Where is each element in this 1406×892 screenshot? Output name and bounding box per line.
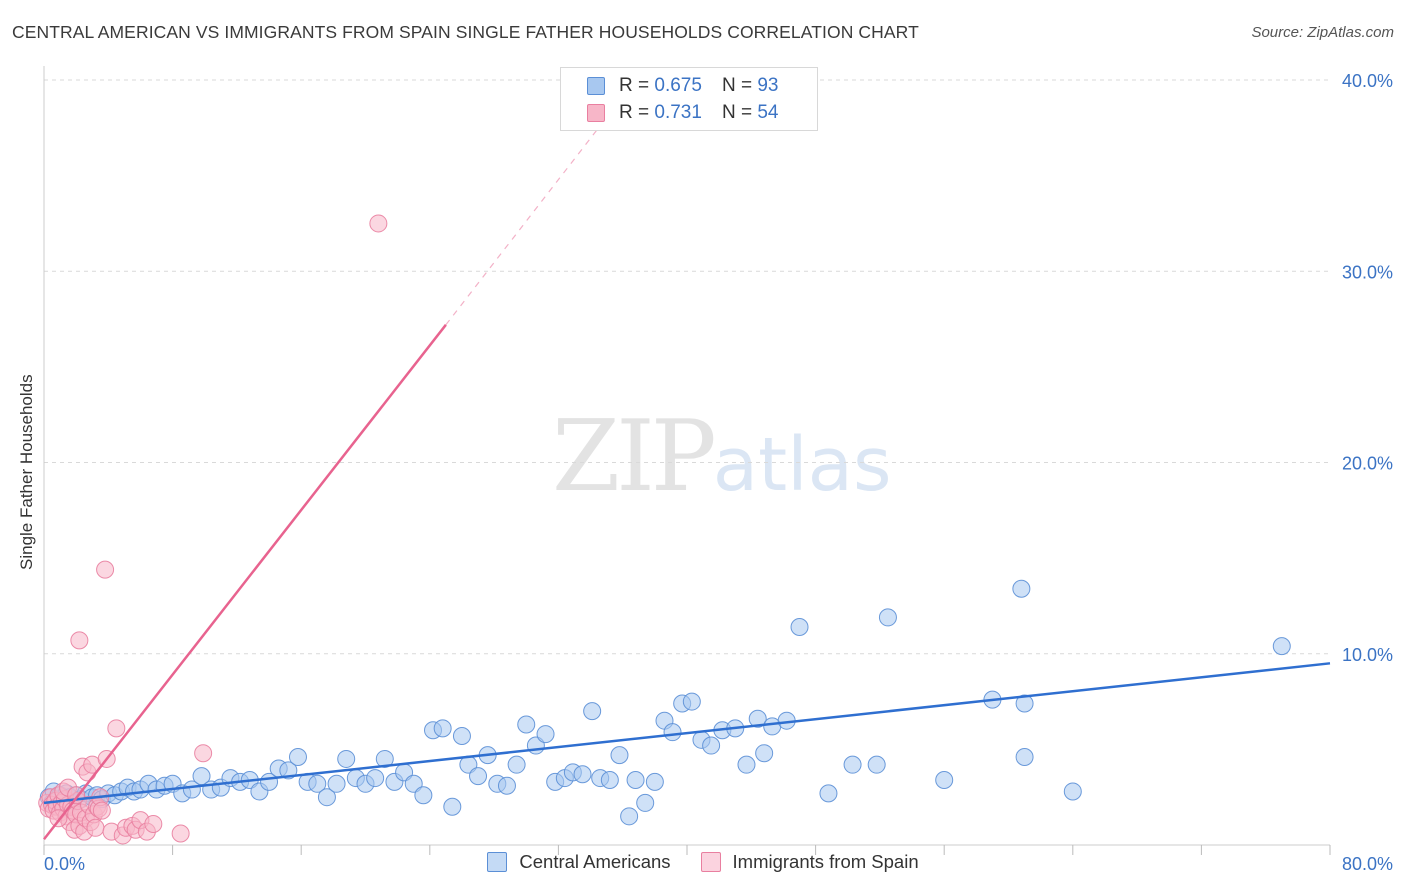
point-central-americans [497,776,516,795]
point-central-americans [452,726,471,745]
point-central-americans [878,608,897,627]
point-immigrants-from-spain [144,814,163,833]
point-immigrants-from-spain [70,631,89,650]
point-central-americans [317,788,336,807]
point-central-americans [748,709,767,728]
point-central-americans [404,774,423,793]
point-central-americans [536,725,555,744]
legend-n-value: 93 [757,75,779,96]
point-central-americans [308,774,327,793]
x-tick-label-min: 0.0% [44,854,85,874]
point-central-americans [843,755,862,774]
legend-n-label: N = [721,75,753,96]
point-central-americans [1015,748,1034,767]
trendline-central-americans [43,662,1331,805]
watermark: ZIPatlas [552,400,892,514]
point-central-americans [682,692,701,711]
y-tick-label: 20.0% [1342,454,1393,474]
y-axis-label: Single Father Households [17,374,36,570]
point-central-americans [1272,637,1291,656]
trendline-immigrants-from-spain [43,324,447,841]
point-central-americans [935,770,954,789]
y-tick-label: 30.0% [1342,262,1393,282]
point-central-americans [288,748,307,767]
point-central-americans [663,723,682,742]
point-central-americans [414,786,433,805]
y-tick-label: 40.0% [1342,71,1393,91]
series-legend-central-americans[interactable]: Central Americans [487,851,671,873]
series-swatch-pink [700,852,721,872]
trendline-extension-immigrants-from-spain [445,127,600,326]
point-central-americans [626,770,645,789]
series-legend: Central Americans Immigrants from Spain [0,851,1406,873]
legend-swatch-pink [587,104,605,122]
point-central-americans [366,769,385,788]
series-swatch-blue [487,852,508,872]
x-tick-label-max: 80.0% [1342,854,1393,874]
legend-r-label: R = [619,102,650,123]
point-immigrants-from-spain [171,824,190,843]
point-immigrants-from-spain [107,719,126,738]
point-immigrants-from-spain [369,214,388,233]
point-central-americans [375,749,394,768]
legend-r-value: 0.731 [654,102,702,123]
point-central-americans [620,807,639,826]
chart-title: CENTRAL AMERICAN VS IMMIGRANTS FROM SPAI… [12,22,919,42]
point-central-americans [636,793,655,812]
point-immigrants-from-spain [86,818,105,837]
point-central-americans [755,744,774,763]
legend-swatch-blue [587,77,605,95]
point-central-americans [469,767,488,786]
point-central-americans [573,765,592,784]
point-central-americans [645,772,664,791]
point-central-americans [279,761,298,780]
point-central-americans [702,736,721,755]
legend-row-central-americans: R = 0.675 N = 93 [587,73,778,99]
y-tick-label: 10.0% [1342,645,1393,665]
watermark-atlas: atlas [712,422,892,508]
point-central-americans [819,784,838,803]
legend-n-label: N = [721,102,753,123]
legend-row-immigrants-from-spain: R = 0.731 N = 54 [587,100,778,126]
legend-r-label: R = [619,75,650,96]
point-central-americans [337,749,356,768]
point-central-americans [600,770,619,789]
point-central-americans [1012,579,1031,598]
point-central-americans [790,617,809,636]
point-central-americans [610,746,629,765]
point-central-americans [867,755,886,774]
series-legend-immigrants-from-spain[interactable]: Immigrants from Spain [700,851,919,873]
point-central-americans [507,755,526,774]
point-central-americans [517,715,536,734]
point-central-americans [583,702,602,721]
point-immigrants-from-spain [92,801,111,820]
legend-r-value: 0.675 [654,75,702,96]
source-note: Source: ZipAtlas.com [1251,24,1394,41]
point-central-americans [1015,694,1034,713]
series-legend-label: Immigrants from Spain [732,851,919,872]
point-central-americans [433,719,452,738]
point-central-americans [443,797,462,816]
legend-n-value: 54 [757,102,779,123]
point-immigrants-from-spain [96,560,115,579]
watermark-zip: ZIP [552,400,717,514]
series-legend-label: Central Americans [519,851,671,872]
point-immigrants-from-spain [194,744,213,763]
point-central-americans [737,755,756,774]
point-central-americans [327,774,346,793]
point-central-americans [1063,782,1082,801]
correlation-legend: R = 0.675 N = 93 R = 0.731 N = 54 [560,67,818,131]
